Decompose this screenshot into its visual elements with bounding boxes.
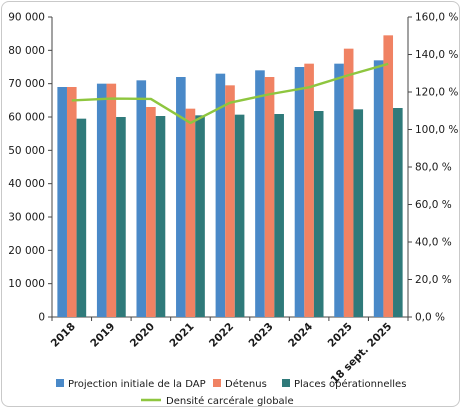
bar-places-op-rationnelles <box>353 109 364 317</box>
y-left-tick-label: 90 000 <box>8 12 45 24</box>
legend-swatch <box>213 379 221 387</box>
bar-projection-initiale-de-la-dap <box>96 83 107 318</box>
bar-d-tenus <box>106 83 117 318</box>
bar-projection-initiale-de-la-dap <box>373 60 384 317</box>
bar-places-op-rationnelles <box>313 111 324 317</box>
bar-d-tenus <box>383 35 394 317</box>
bar-projection-initiale-de-la-dap <box>294 67 305 317</box>
y-left-tick-label: 70 000 <box>8 78 45 90</box>
line-densite-carcerale <box>71 62 389 125</box>
x-tick-label: 2023 <box>247 321 276 350</box>
legend-label: Détenus <box>225 378 267 390</box>
x-tick-label: 2024 <box>286 321 315 350</box>
y-right-tick-label: 140,0 % <box>415 49 458 61</box>
bar-d-tenus <box>304 63 314 317</box>
y-right-tick-label: 40,0 % <box>415 237 452 249</box>
y-right-tick-label: 80,0 % <box>415 162 452 174</box>
bar-projection-initiale-de-la-dap <box>57 87 67 317</box>
bar-projection-initiale-de-la-dap <box>136 80 147 317</box>
x-tick-label: 2021 <box>167 321 196 350</box>
bar-projection-initiale-de-la-dap <box>334 63 344 317</box>
bar-places-op-rationnelles <box>393 108 403 317</box>
bar-places-op-rationnelles <box>234 114 245 318</box>
y-right-tick-label: 60,0 % <box>415 199 452 211</box>
bar-projection-initiale-de-la-dap <box>176 77 186 317</box>
bar-d-tenus <box>185 108 196 318</box>
y-right-tick-label: 20,0 % <box>415 274 452 286</box>
y-left-tick-label: 10 000 <box>8 278 45 290</box>
bar-d-tenus <box>264 77 275 317</box>
y-left-tick-label: 30 000 <box>8 212 45 224</box>
y-right-tick-label: 100,0 % <box>415 124 458 136</box>
y-left-tick-label: 60 000 <box>8 112 45 124</box>
y-left-tick-label: 20 000 <box>8 245 45 257</box>
bar-places-op-rationnelles <box>274 114 284 317</box>
bar-d-tenus <box>225 85 235 317</box>
x-tick-label: 2020 <box>128 321 157 350</box>
y-left-tick-label: 80 000 <box>8 45 45 57</box>
bar-d-tenus <box>343 48 354 318</box>
bar-projection-initiale-de-la-dap <box>215 73 226 318</box>
x-tick-label: 2022 <box>207 321 236 350</box>
bar-places-op-rationnelles <box>116 117 126 317</box>
legend-swatch <box>282 379 290 387</box>
legend-swatch <box>56 379 64 387</box>
bar-places-op-rationnelles <box>195 115 205 317</box>
y-right-tick-label: 120,0 % <box>415 87 458 99</box>
legend-label: Densité carcérale globale <box>166 395 294 407</box>
x-tick-label: 2025 <box>326 321 355 350</box>
x-tick-label: 2019 <box>88 321 117 350</box>
bar-d-tenus <box>66 87 77 317</box>
bar-places-op-rationnelles <box>76 118 87 318</box>
legend-label: Projection initiale de la DAP <box>68 379 206 390</box>
y-right-tick-label: 160,0 % <box>415 12 458 24</box>
bar-projection-initiale-de-la-dap <box>255 70 265 317</box>
y-left-tick-label: 50 000 <box>8 145 45 157</box>
legend-label: Places opérationnelles <box>294 378 406 390</box>
bar-d-tenus <box>146 107 156 317</box>
bar-places-op-rationnelles <box>155 116 166 317</box>
y-right-tick-label: 0,0 % <box>415 312 445 324</box>
y-left-tick-label: 40 000 <box>8 178 45 190</box>
x-tick-label: 2018 <box>49 321 78 350</box>
y-left-tick-label: 0 <box>38 312 45 324</box>
